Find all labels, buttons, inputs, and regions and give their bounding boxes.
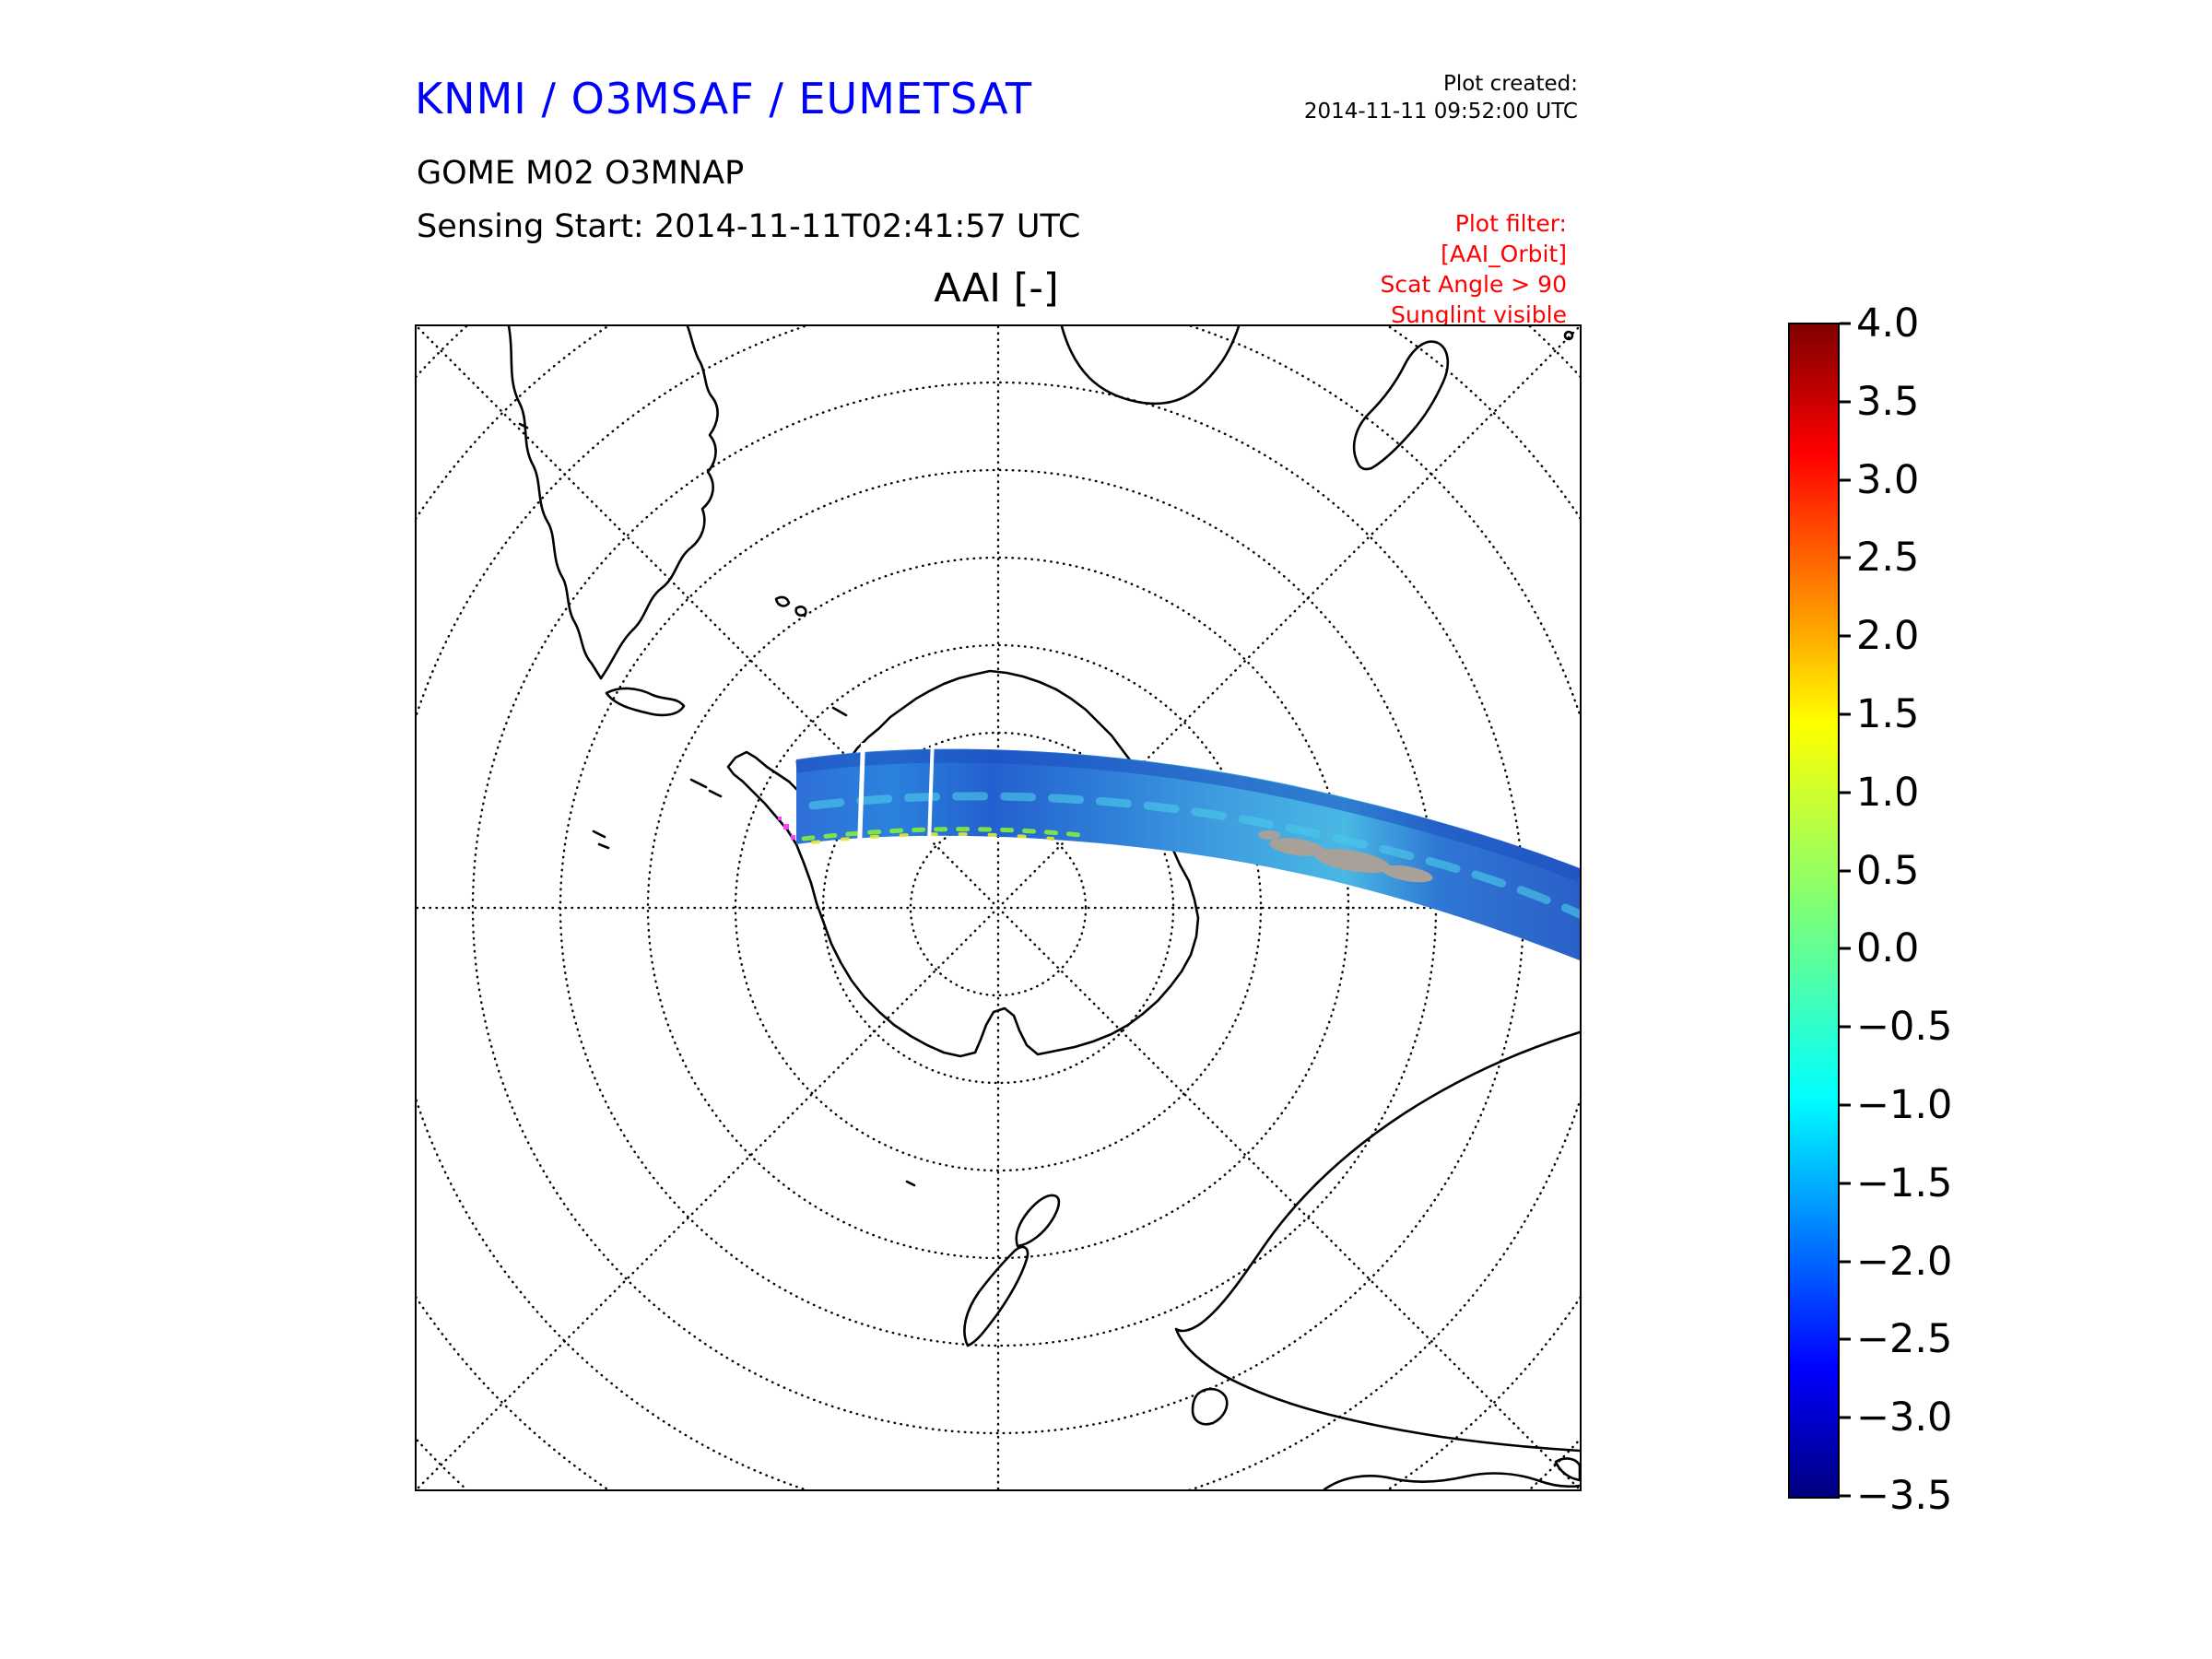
coastlines: [507, 326, 1580, 1489]
colorbar-tick-label: −2.5: [1856, 1316, 1953, 1363]
island-left-mid-1: [592, 830, 606, 839]
coastline-bottom-edge: [1323, 1472, 1580, 1489]
island-left-mid-2: [597, 842, 610, 850]
swath-dark-top-streak: [794, 749, 1580, 882]
island-small-bottom: [905, 1180, 916, 1187]
colorbar-tick: [1840, 869, 1851, 873]
filter-line: Plot filter:: [1454, 210, 1567, 237]
data-swath: [778, 738, 1580, 960]
colorbar-tick: [1840, 1103, 1851, 1107]
coastline-africa: [1060, 326, 1241, 406]
colorbar-tick: [1840, 1494, 1851, 1498]
colorbar-tick-label: −3.5: [1856, 1473, 1953, 1519]
island-madagascar: [1352, 340, 1450, 471]
swath-gap-line-2: [927, 738, 935, 841]
colorbar-tick-label: 2.0: [1856, 613, 1920, 660]
graticule-latitude-circle: [646, 556, 1350, 1260]
swath-band: [796, 748, 1580, 960]
colorbar-tick: [1840, 791, 1851, 794]
swath-cyan-streak: [808, 792, 1580, 919]
filter-line: Sunglint visible: [1391, 301, 1567, 328]
swath-gray-patch-1: [1269, 838, 1324, 856]
colorbar-tick-label: −1.5: [1856, 1159, 1953, 1206]
island-tasmania: [1191, 1387, 1229, 1426]
colorbar-tick: [1840, 1337, 1851, 1341]
coastline-bottom-right-corner: [1554, 1457, 1580, 1482]
colorbar-tick: [1840, 556, 1851, 559]
swath-gray-patch-4: [1258, 830, 1280, 840]
coastline-antarctica: [726, 669, 1200, 1058]
instrument-line: GOME M02 O3MNAP: [417, 155, 745, 192]
island-south-georgia: [831, 706, 848, 717]
colorbar-tick-label: 0.0: [1856, 925, 1920, 972]
colorbar-tick-label: 1.5: [1856, 691, 1920, 737]
colorbar: [1788, 323, 1840, 1499]
colorbar-tick-label: 3.5: [1856, 378, 1920, 425]
swath-gap-line-1: [857, 742, 865, 847]
colorbar-tick-label: 1.0: [1856, 769, 1920, 816]
island-small-topleft: [518, 422, 529, 429]
colorbar-tick: [1840, 947, 1851, 950]
swath-gray-patch-3: [1382, 865, 1433, 883]
coastline-tierra-del-fuego: [605, 687, 686, 717]
swath-yellow-speckle: [811, 832, 1054, 844]
colorbar-tick-label: −3.0: [1856, 1394, 1953, 1441]
figure-title: KNMI / O3MSAF / EUMETSAT: [415, 74, 1033, 124]
swath-magenta-speck-3: [778, 817, 782, 820]
colorbar-tick: [1840, 1260, 1851, 1264]
plot-created-timestamp: 2014-11-11 09:52:00 UTC: [1303, 100, 1578, 124]
coastline-south-america: [507, 326, 719, 680]
colorbar-tick: [1840, 1182, 1851, 1185]
plot-created-label: Plot created:: [1442, 72, 1578, 96]
colorbar-tick-label: −0.5: [1856, 1004, 1953, 1051]
swath-magenta-speck-2: [791, 835, 795, 840]
coastline-australia: [1174, 1030, 1580, 1453]
map-panel: [415, 324, 1582, 1491]
colorbar-tick: [1840, 478, 1851, 482]
island-falkland-east: [794, 606, 807, 617]
colorbar-tick: [1840, 634, 1851, 638]
graticule-meridian-line: [417, 906, 1000, 1489]
island-south-shetland-2: [708, 789, 723, 798]
colorbar-tick: [1840, 712, 1851, 716]
island-south-shetland-1: [689, 778, 708, 789]
swath-green-speckle: [801, 827, 1083, 841]
swath-magenta-speck-1: [783, 824, 789, 830]
map-svg: [417, 326, 1580, 1489]
filter-line: [AAI_Orbit]: [1441, 241, 1567, 267]
sensing-start-line: Sensing Start: 2014-11-11T02:41:57 UTC: [417, 208, 1081, 245]
colorbar-tick: [1840, 1416, 1851, 1419]
colorbar-tick-label: 2.5: [1856, 535, 1920, 582]
filter-line: Scat Angle > 90: [1380, 271, 1567, 298]
colorbar-tick-label: 4.0: [1856, 300, 1920, 347]
plot-filter-block: Plot filter: [AAI_Orbit] Scat Angle > 90 Su…: [1381, 208, 1567, 330]
colorbar-tick: [1840, 400, 1851, 404]
island-falkland-west: [774, 595, 791, 607]
graticule-latitude-circle: [734, 643, 1263, 1172]
graticule-meridian-line: [996, 906, 1580, 1489]
island-new-zealand-south: [963, 1245, 1030, 1347]
colorbar-tick-label: 3.0: [1856, 456, 1920, 503]
plot-created: Plot created: 2014-11-11 09:52:00 UTC: [1304, 70, 1578, 125]
plot-title: AAI [-]: [934, 265, 1059, 312]
island-new-zealand-north: [1015, 1194, 1061, 1248]
colorbar-tick-label: 0.5: [1856, 847, 1920, 894]
swath-gray-patch-2: [1313, 848, 1391, 874]
colorbar-tick: [1840, 322, 1851, 325]
colorbar-tick: [1840, 1025, 1851, 1029]
island-small-topright: [1563, 330, 1574, 341]
colorbar-tick-label: −1.0: [1856, 1082, 1953, 1128]
colorbar-tick-label: −2.0: [1856, 1238, 1953, 1285]
